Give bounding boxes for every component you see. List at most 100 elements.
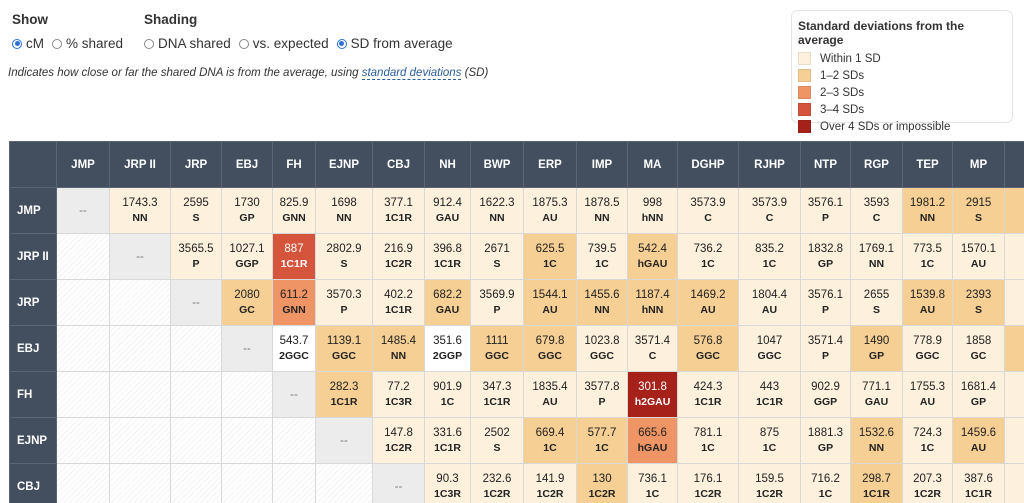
match-cell[interactable]: 3569.9 P xyxy=(470,279,524,326)
match-cell[interactable]: 1755.3 AU xyxy=(902,371,953,418)
match-cell[interactable]: 3577.8 P xyxy=(576,371,628,418)
match-cell[interactable]: 1681.4 GP xyxy=(952,371,1005,418)
radio-sd-from-average[interactable]: SD from average xyxy=(336,36,453,51)
standard-deviations-link[interactable]: standard deviations xyxy=(361,67,462,80)
match-cell[interactable]: 282.3 1C1R xyxy=(315,371,373,418)
match-cell[interactable]: 159.5 1C2R xyxy=(738,463,801,503)
match-cell[interactable]: 1981.2 NN xyxy=(902,187,953,234)
match-cell[interactable]: 679.8 GGC xyxy=(523,325,577,372)
match-cell[interactable]: 2671 S xyxy=(470,233,524,280)
match-cell[interactable]: 875 1C xyxy=(738,417,801,464)
match-cell[interactable]: 665.6 hGAU xyxy=(627,417,678,464)
match-cell[interactable]: 331.6 1C1R xyxy=(424,417,471,464)
match-cell[interactable]: 998 hNN xyxy=(627,187,678,234)
match-cell[interactable]: 1532.6 NN xyxy=(850,417,903,464)
match-cell[interactable]: 402.2 1C1R xyxy=(372,279,425,326)
radio-vs-expected[interactable]: vs. expected xyxy=(238,36,329,51)
match-cell[interactable]: 1832.8 GP xyxy=(800,233,851,280)
match-cell[interactable]: 1469.2 AU xyxy=(677,279,739,326)
match-cell[interactable]: 77.2 1C3R xyxy=(372,371,425,418)
match-cell[interactable]: 1858 GC xyxy=(952,325,1005,372)
match-cell[interactable]: 3573.9 C xyxy=(738,187,801,234)
match-cell[interactable]: 1769.1 NN xyxy=(850,233,903,280)
match-cell[interactable]: 781.1 1C xyxy=(677,417,739,464)
clipped-cell[interactable] xyxy=(1004,279,1024,326)
match-cell[interactable]: 542.4 hGAU xyxy=(627,233,678,280)
match-cell[interactable]: 232.6 1C2R xyxy=(470,463,524,503)
match-cell[interactable]: 90.3 1C3R xyxy=(424,463,471,503)
match-cell[interactable]: 736.1 1C xyxy=(627,463,678,503)
match-cell[interactable]: 2393 S xyxy=(952,279,1005,326)
clipped-cell[interactable] xyxy=(1004,187,1024,234)
match-cell[interactable]: 576.8 GGC xyxy=(677,325,739,372)
match-cell[interactable]: 1539.8 AU xyxy=(902,279,953,326)
match-cell[interactable]: 825.9 GNN xyxy=(272,187,316,234)
match-cell[interactable]: 1878.5 NN xyxy=(576,187,628,234)
match-cell[interactable]: 1459.6 AU xyxy=(952,417,1005,464)
match-cell[interactable]: 1698 NN xyxy=(315,187,373,234)
match-cell[interactable]: 176.1 1C2R xyxy=(677,463,739,503)
match-cell[interactable]: 778.9 GGC xyxy=(902,325,953,372)
radio-button-icon[interactable] xyxy=(12,38,22,49)
match-cell[interactable]: 1111 GGC xyxy=(470,325,524,372)
match-cell[interactable]: 1490 GP xyxy=(850,325,903,372)
match-cell[interactable]: 377.1 1C1R xyxy=(372,187,425,234)
clipped-cell[interactable] xyxy=(1004,371,1024,418)
match-cell[interactable]: 3570.3 P xyxy=(315,279,373,326)
match-cell[interactable]: 1881.3 GP xyxy=(800,417,851,464)
match-cell[interactable]: 3573.9 C xyxy=(677,187,739,234)
radio-button-icon[interactable] xyxy=(238,38,249,49)
match-cell[interactable]: 912.4 GAU xyxy=(424,187,471,234)
match-cell[interactable]: 207.3 1C2R xyxy=(902,463,953,503)
match-cell[interactable]: 147.8 1C2R xyxy=(372,417,425,464)
match-cell[interactable]: 1743.3 NN xyxy=(109,187,171,234)
clipped-cell[interactable] xyxy=(1004,325,1024,372)
match-cell[interactable]: 3565.5 P xyxy=(170,233,222,280)
match-cell[interactable]: 739.5 1C xyxy=(576,233,628,280)
clipped-cell[interactable] xyxy=(1004,233,1024,280)
match-cell[interactable]: 611.2 GNN xyxy=(272,279,316,326)
match-cell[interactable]: 2802.9 S xyxy=(315,233,373,280)
match-cell[interactable]: 682.2 GAU xyxy=(424,279,471,326)
match-cell[interactable]: 1730 GP xyxy=(221,187,273,234)
match-cell[interactable]: 1485.4 NN xyxy=(372,325,425,372)
match-cell[interactable]: 3593 C xyxy=(850,187,903,234)
match-cell[interactable]: 216.9 1C2R xyxy=(372,233,425,280)
clipped-cell[interactable] xyxy=(1004,463,1024,503)
match-cell[interactable]: 1544.1 AU xyxy=(523,279,577,326)
match-cell[interactable]: 1835.4 AU xyxy=(523,371,577,418)
match-cell[interactable]: 2915 S xyxy=(952,187,1005,234)
radio-cm[interactable]: cM xyxy=(12,36,44,51)
match-cell[interactable]: 351.6 2GGP xyxy=(424,325,471,372)
match-cell[interactable]: 1187.4 hNN xyxy=(627,279,678,326)
match-cell[interactable]: 736.2 1C xyxy=(677,233,739,280)
match-cell[interactable]: 1023.8 GGC xyxy=(576,325,628,372)
match-cell[interactable]: 1047 GGC xyxy=(738,325,801,372)
match-cell[interactable]: 3576.1 P xyxy=(800,187,851,234)
match-cell[interactable]: 887 1C1R xyxy=(272,233,316,280)
match-cell[interactable]: 1139.1 GGC xyxy=(315,325,373,372)
match-cell[interactable]: 625.5 1C xyxy=(523,233,577,280)
match-cell[interactable]: 1875.3 AU xyxy=(523,187,577,234)
match-cell[interactable]: 902.9 GGP xyxy=(800,371,851,418)
match-cell[interactable]: 835.2 1C xyxy=(738,233,801,280)
match-cell[interactable]: 669.4 1C xyxy=(523,417,577,464)
match-cell[interactable]: 424.3 1C1R xyxy=(677,371,739,418)
match-cell[interactable]: 543.7 2GGC xyxy=(272,325,316,372)
match-cell[interactable]: 1622.3 NN xyxy=(470,187,524,234)
match-cell[interactable]: 2655 S xyxy=(850,279,903,326)
match-cell[interactable]: 443 1C1R xyxy=(738,371,801,418)
match-cell[interactable]: 396.8 1C1R xyxy=(424,233,471,280)
match-cell[interactable]: 387.6 1C1R xyxy=(952,463,1005,503)
match-cell[interactable]: 2080 GC xyxy=(221,279,273,326)
match-cell[interactable]: 1570.1 AU xyxy=(952,233,1005,280)
radio-shared[interactable]: % shared xyxy=(52,36,123,51)
match-cell[interactable]: 1455.6 NN xyxy=(576,279,628,326)
match-cell[interactable]: 2502 S xyxy=(470,417,524,464)
match-cell[interactable]: 3571.4 P xyxy=(800,325,851,372)
match-cell[interactable]: 716.2 1C xyxy=(800,463,851,503)
match-cell[interactable]: 773.5 1C xyxy=(902,233,953,280)
match-cell[interactable]: 771.1 GAU xyxy=(850,371,903,418)
match-cell[interactable]: 301.8 h2GAU xyxy=(627,371,678,418)
radio-button-icon[interactable] xyxy=(144,38,154,49)
